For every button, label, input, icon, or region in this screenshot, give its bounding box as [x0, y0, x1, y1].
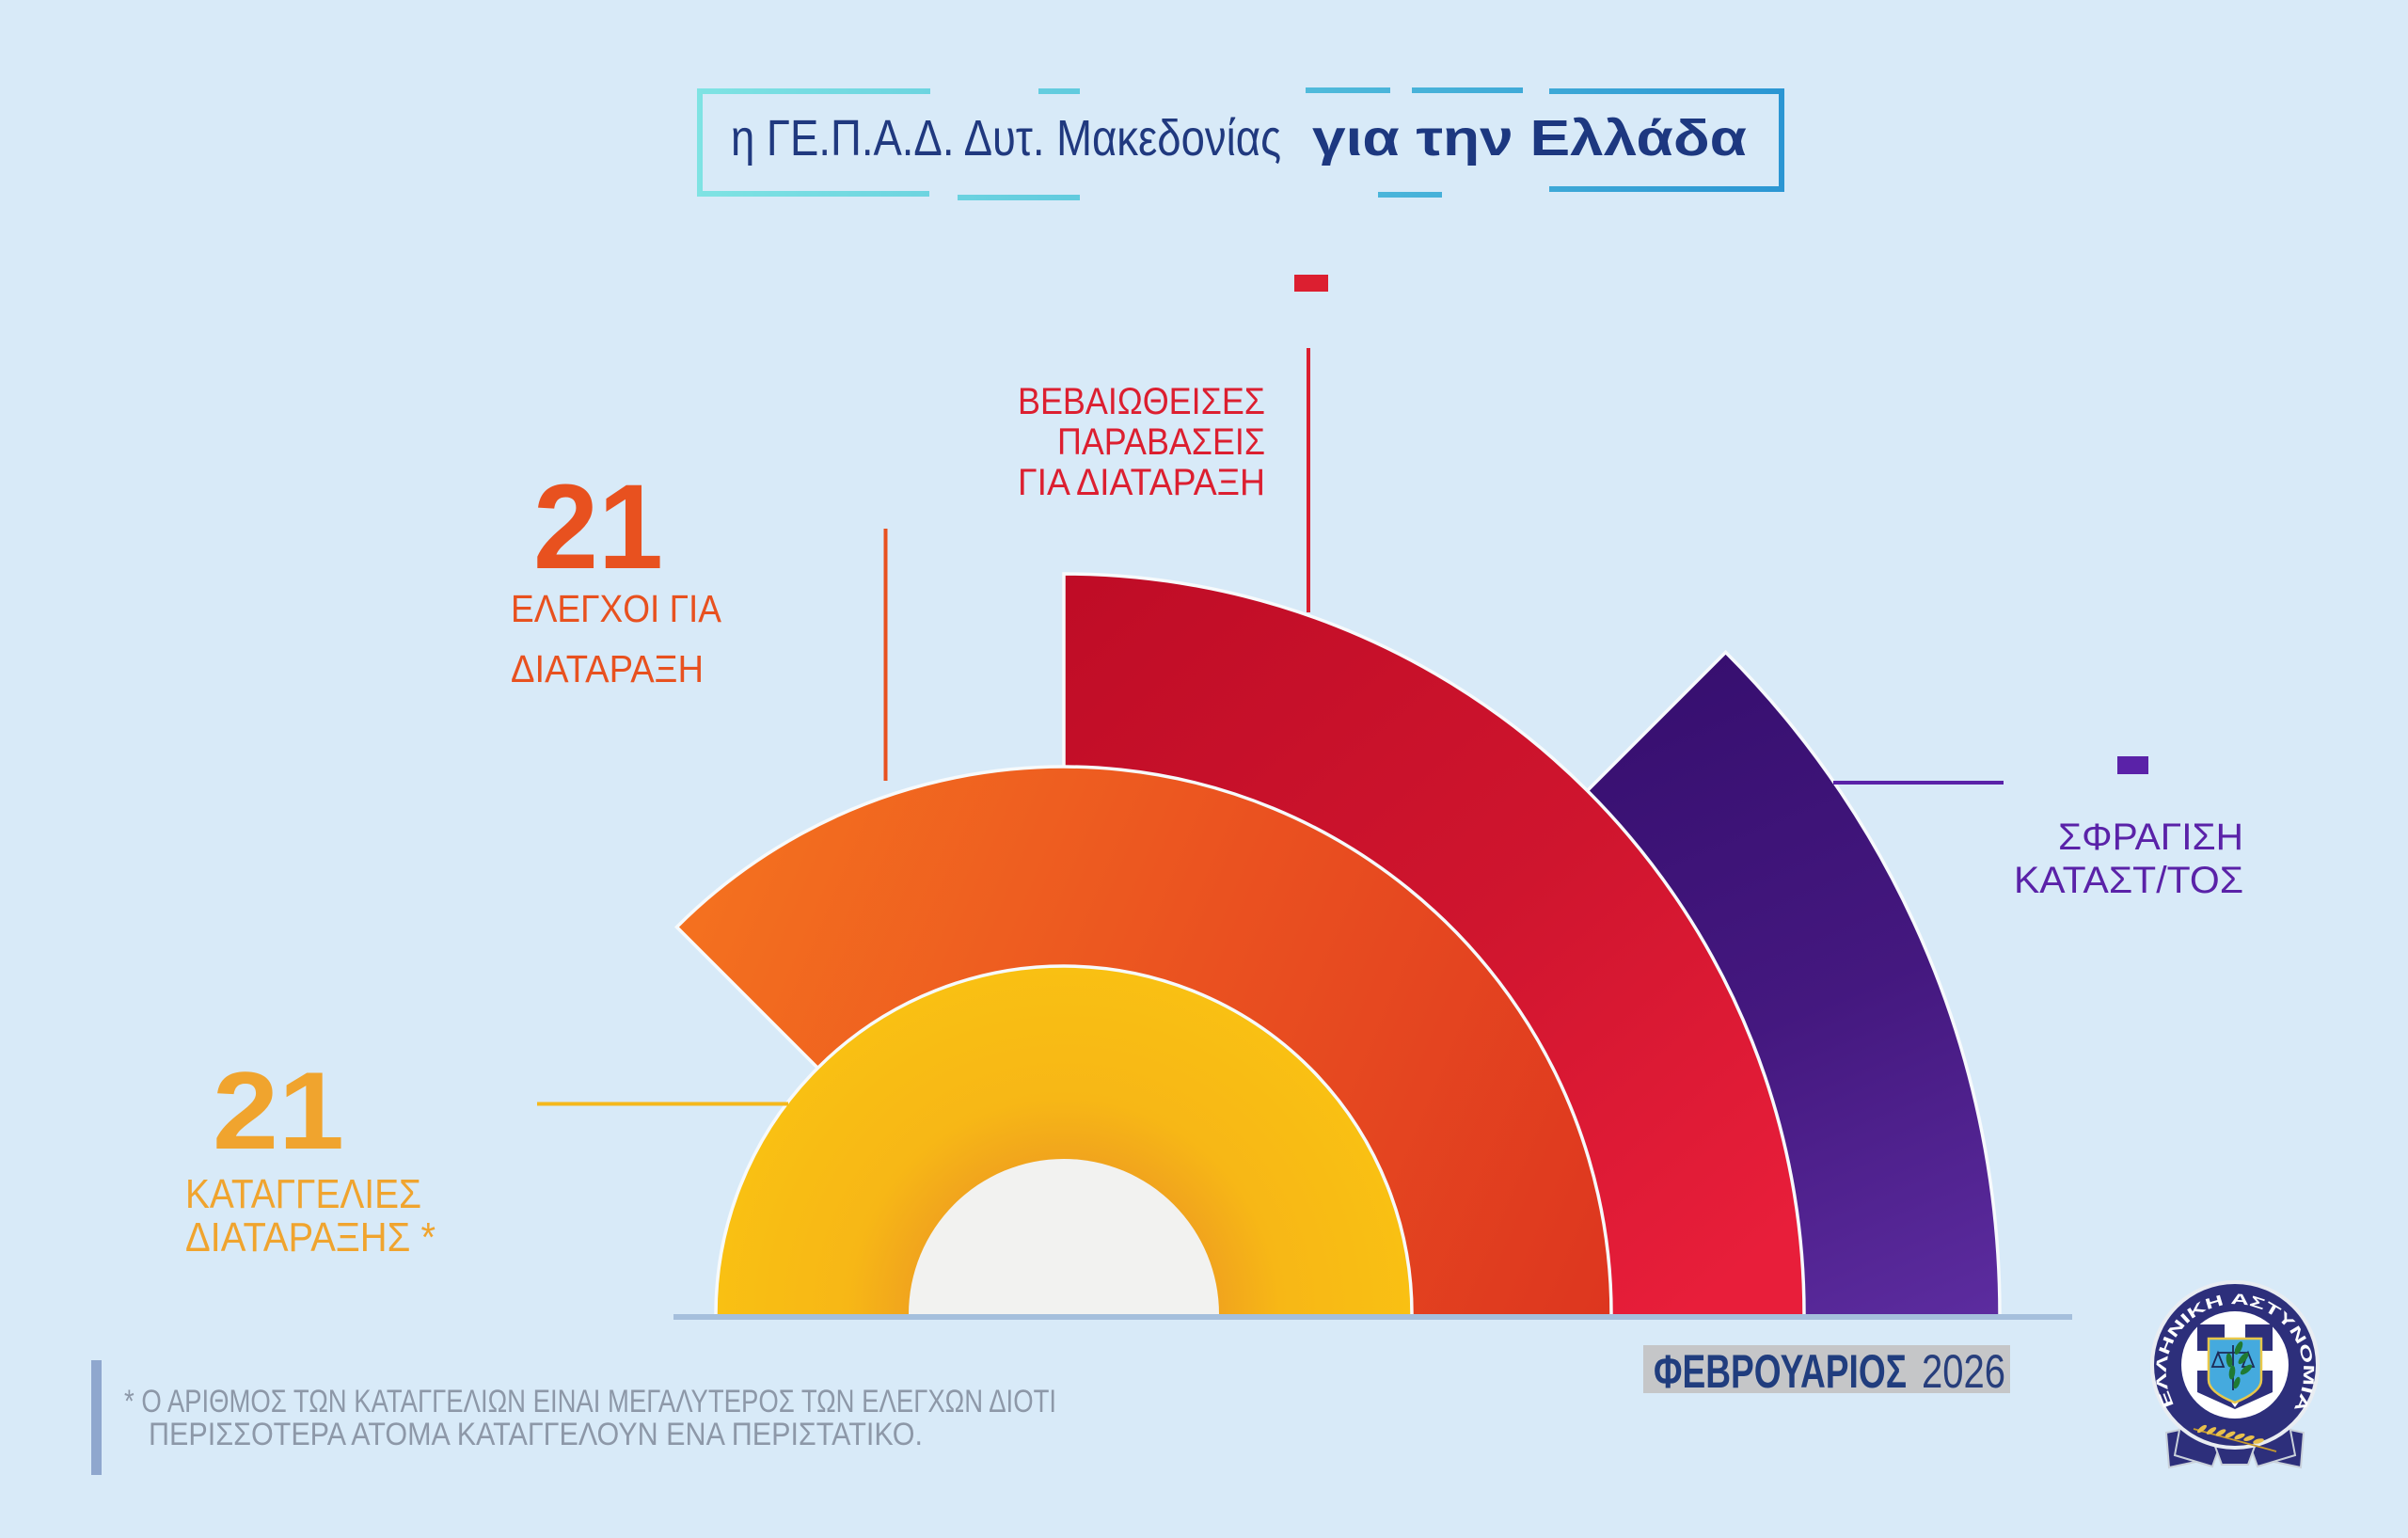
svg-text:ΣΦΡΑΓΙΣΗ: ΣΦΡΑΓΙΣΗ	[2058, 817, 2243, 858]
svg-text:ΔΙΑΤΑΡΑΞΗ: ΔΙΑΤΑΡΑΞΗ	[511, 647, 704, 690]
svg-text:21: 21	[213, 1049, 344, 1172]
svg-text:2026: 2026	[1922, 1345, 2005, 1398]
svg-text:ΕΛΕΓΧΟΙ ΓΙΑ: ΕΛΕΓΧΟΙ ΓΙΑ	[511, 587, 722, 630]
svg-text:ΓΙΑ ΔΙΑΤΑΡΑΞΗ: ΓΙΑ ΔΙΑΤΑΡΑΞΗ	[1018, 462, 1265, 503]
svg-text:ΦΕΒΡΟΥΑΡΙΟΣ: ΦΕΒΡΟΥΑΡΙΟΣ	[1654, 1345, 1907, 1398]
svg-text:ΔΙΑΤΑΡΑΞΗΣ *: ΔΙΑΤΑΡΑΞΗΣ *	[185, 1214, 436, 1261]
svg-text:21: 21	[533, 460, 663, 595]
svg-text:ΠΕΡΙΣΣΟΤΕΡΑ ΑΤΟΜΑ ΚΑΤΑΓΓΕΛΟΥΝ: ΠΕΡΙΣΣΟΤΕΡΑ ΑΤΟΜΑ ΚΑΤΑΓΓΕΛΟΥΝ ΕΝΑ ΠΕΡΙΣΤ…	[149, 1417, 923, 1452]
svg-text:για την Ελλάδα: για την Ελλάδα	[1312, 110, 1747, 166]
svg-text:ΚΑΤΑΓΓΕΛΙΕΣ: ΚΑΤΑΓΓΕΛΙΕΣ	[185, 1171, 421, 1217]
svg-text:ΠΑΡΑΒΑΣΕΙΣ: ΠΑΡΑΒΑΣΕΙΣ	[1057, 421, 1265, 463]
svg-text:ΒΕΒΑΙΩΘΕΙΣΕΣ: ΒΕΒΑΙΩΘΕΙΣΕΣ	[1018, 381, 1265, 422]
svg-text:η ΓΕ.Π.Α.Δ. Δυτ. Μακεδονίας: η ΓΕ.Π.Α.Δ. Δυτ. Μακεδονίας	[731, 110, 1281, 166]
svg-text:* Ο ΑΡΙΘΜΟΣ ΤΩΝ ΚΑΤΑΓΓΕΛΙΩΝ ΕΙ: * Ο ΑΡΙΘΜΟΣ ΤΩΝ ΚΑΤΑΓΓΕΛΙΩΝ ΕΙΝΑΙ ΜΕΓΑΛΥ…	[124, 1384, 1056, 1419]
svg-text:ΚΑΤΑΣΤ/ΤΟΣ: ΚΑΤΑΣΤ/ΤΟΣ	[2014, 860, 2243, 901]
